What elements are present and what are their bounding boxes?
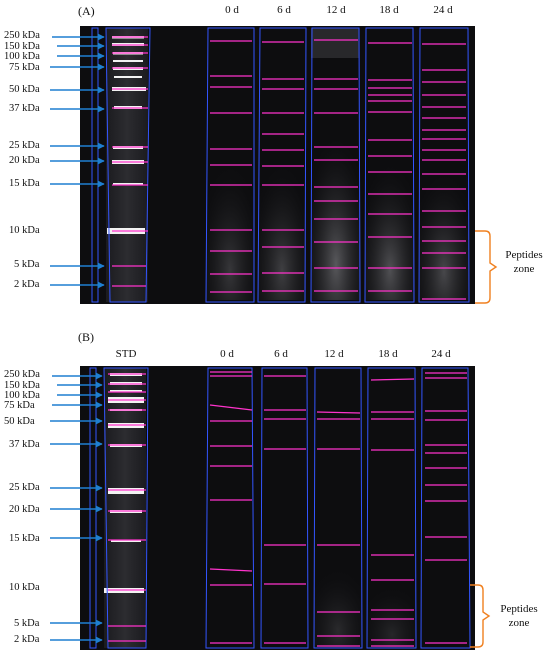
panel-b-std-label: STD: [115, 348, 137, 360]
panel-b-col-12d: 12 d: [324, 348, 344, 360]
panel-a-marker-25: 25 kDa: [9, 140, 40, 151]
panel-a-col-12d: 12 d: [326, 4, 346, 16]
panel-a-marker-150: 150 kDa: [4, 41, 40, 52]
panel-b-marker-50: 50 kDa: [4, 416, 35, 427]
panel-a-col-18d: 18 d: [379, 4, 399, 16]
panel-b-marker-25: 25 kDa: [9, 482, 40, 493]
panel-b-marker-37: 37 kDa: [9, 439, 40, 450]
panel-a-marker-15: 15 kDa: [9, 178, 40, 189]
panel-b-marker-10: 10 kDa: [9, 582, 40, 593]
panel-b-label: (B): [78, 330, 94, 344]
panel-b-col-24d: 24 d: [431, 348, 451, 360]
panel-b-marker-250: 250 kDa: [4, 369, 40, 380]
panel-b-col-0d: 0 d: [220, 348, 234, 360]
panel-b-gel: [50, 366, 491, 650]
panel-a-marker-5: 5 kDa: [14, 259, 40, 270]
panel-b-marker-2: 2 kDa: [14, 634, 40, 645]
panel-b-peptides-zone: Peptides zone: [500, 603, 538, 629]
panel-b-marker-20: 20 kDa: [9, 504, 40, 515]
panel-a-marker-10: 10 kDa: [9, 225, 40, 236]
panel-a-marker-250: 250 kDa: [4, 30, 40, 41]
panel-a-col-6d: 6 d: [277, 4, 291, 16]
panel-a-peptides-zone: Peptides zone: [505, 249, 543, 275]
panel-a-col-0d: 0 d: [225, 4, 239, 16]
panel-a-marker-arrows: [50, 33, 105, 289]
panel-b-col-18d: 18 d: [378, 348, 398, 360]
panel-b-marker-arrows: [50, 372, 103, 644]
panel-a-marker-50: 50 kDa: [9, 84, 40, 95]
panel-b-marker-150: 150 kDa: [4, 380, 40, 391]
panel-a-col-24d: 24 d: [433, 4, 453, 16]
panel-b-peptides-bracket: [470, 584, 491, 648]
panel-b-marker-5: 5 kDa: [14, 618, 40, 629]
panel-a-marker-100: 100 kDa: [4, 51, 40, 62]
panel-a-marker-2: 2 kDa: [14, 279, 40, 290]
panel-a-marker-20: 20 kDa: [9, 155, 40, 166]
panel-b-marker-75: 75 kDa: [4, 400, 35, 411]
panel-b-marker-15: 15 kDa: [9, 533, 40, 544]
panel-a-label: (A): [78, 4, 95, 18]
panel-a-peptides-bracket: [475, 230, 498, 304]
panel-b-col-6d: 6 d: [274, 348, 288, 360]
panel-a-gel: [50, 26, 498, 304]
panel-a-marker-75: 75 kDa: [9, 62, 40, 73]
panel-a-marker-37: 37 kDa: [9, 103, 40, 114]
panel-b-marker-100: 100 kDa: [4, 390, 40, 401]
